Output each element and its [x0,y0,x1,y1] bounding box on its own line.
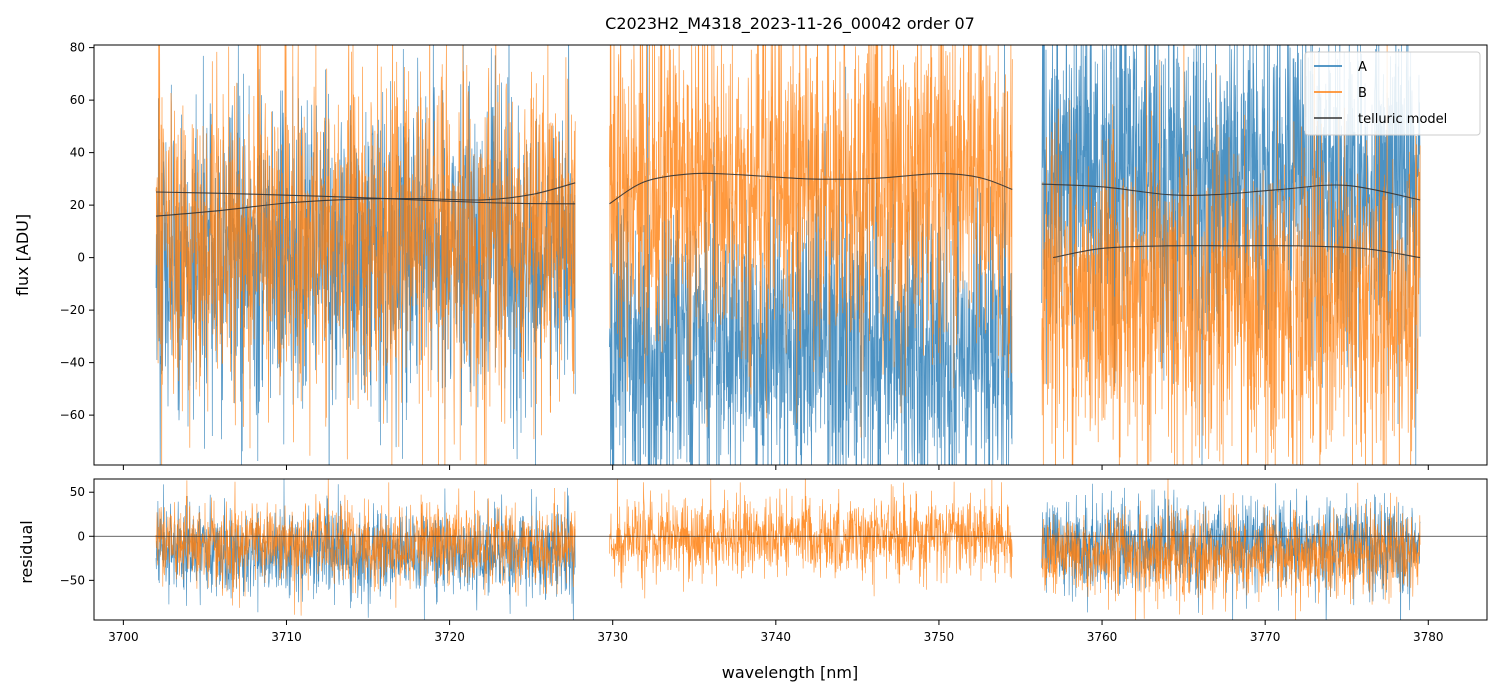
y-tick-label: −40 [60,356,85,370]
main-y-axis: −60 −40 −20 0 20 40 60 80 [60,41,94,422]
series-b-segment [609,45,1013,438]
series-b-segment [1041,45,1421,465]
y-tick-label: 0 [77,529,85,543]
y-tick-label: −50 [60,573,85,587]
main-plot-area [155,45,1421,465]
x-axis-label: wavelength [nm] [722,663,859,682]
residual-y-axis: −50 0 50 [60,485,94,587]
x-tick-label: 3700 [108,630,139,644]
x-tick-label: 3710 [271,630,302,644]
telluric-model-curve [609,172,1013,205]
x-tick-label: 3730 [597,630,628,644]
legend-box [1304,51,1481,136]
residual-b-segment [1041,479,1421,620]
residual-axes-frame [93,478,1488,621]
legend: A B telluric model [1304,51,1481,136]
y-tick-label: 40 [70,146,85,160]
x-tick-label: 3780 [1413,630,1444,644]
y-tick-label: −60 [60,408,85,422]
telluric-model-curve [1041,183,1421,201]
residual-b-segment [155,479,576,616]
chart-title: C2023H2_M4318_2023-11-26_00042 order 07 [605,14,975,34]
main-y-axis-label: flux [ADU] [13,214,32,296]
y-tick-label: 80 [70,41,85,55]
main-x-axis [122,465,1429,470]
main-axes-frame [93,44,1488,466]
y-tick-label: 60 [70,93,85,107]
telluric-model-curve [1053,245,1421,259]
residual-y-axis-label: residual [17,520,36,583]
series-b-segment [155,45,576,465]
x-tick-label: 3770 [1250,630,1281,644]
x-tick-label: 3760 [1087,630,1118,644]
legend-label-a: A [1358,60,1367,75]
legend-label-b: B [1358,86,1367,101]
y-tick-label: 20 [70,198,85,212]
telluric-model-curve [155,182,576,217]
x-tick-label: 3740 [761,630,792,644]
x-tick-label: 3720 [434,630,465,644]
residual-plot-area [94,479,1487,620]
y-tick-label: 50 [70,485,85,499]
x-tick-label: 3750 [924,630,955,644]
residual-x-axis: 3700 3710 3720 3730 3740 3750 3760 3770 3780 [108,620,1444,644]
y-tick-label: −20 [60,303,85,317]
legend-label-telluric: telluric model [1358,112,1447,127]
y-tick-label: 0 [77,251,85,265]
